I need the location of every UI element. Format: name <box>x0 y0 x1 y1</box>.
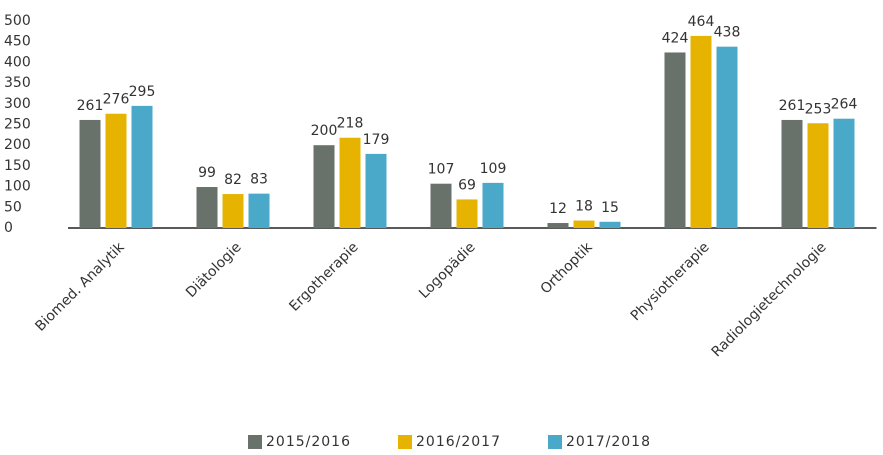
data-label: 18 <box>575 199 593 215</box>
bar <box>833 118 855 228</box>
data-label: 107 <box>428 162 455 178</box>
x-tick-label: Diätologie <box>183 239 245 301</box>
y-tick-label: 350 <box>4 75 31 91</box>
data-label: 179 <box>363 132 390 148</box>
bar <box>365 153 387 228</box>
data-label: 82 <box>224 172 242 188</box>
data-label: 295 <box>129 84 156 100</box>
bar <box>222 194 244 228</box>
bar <box>807 123 829 228</box>
data-label: 69 <box>458 177 476 193</box>
y-tick-label: 250 <box>4 117 31 133</box>
x-tick-label: Biomed. Analytik <box>32 239 128 335</box>
x-tick-label: Radiologietechnologie <box>709 239 830 360</box>
data-label: 109 <box>480 161 507 177</box>
y-tick-label: 500 <box>4 13 31 29</box>
legend-label: 2017/2018 <box>566 434 651 450</box>
data-label: 12 <box>549 201 567 217</box>
bar <box>482 182 504 228</box>
data-label: 15 <box>601 200 619 216</box>
legend-swatch <box>548 435 562 449</box>
bar <box>547 223 569 228</box>
bar <box>248 193 270 228</box>
data-label: 200 <box>311 123 338 139</box>
x-tick-label: Orthoptik <box>538 239 597 298</box>
y-tick-label: 300 <box>4 96 31 112</box>
bar <box>79 119 101 228</box>
data-label: 424 <box>662 30 689 46</box>
bar <box>430 183 452 228</box>
data-label: 261 <box>779 98 806 114</box>
bar <box>456 199 478 228</box>
y-tick-label: 400 <box>4 54 31 70</box>
data-label: 83 <box>250 172 268 188</box>
data-label: 264 <box>831 97 858 113</box>
bar <box>716 46 738 228</box>
bar <box>196 187 218 228</box>
bar <box>781 119 803 228</box>
y-tick-label: 50 <box>4 199 22 215</box>
data-label: 218 <box>337 116 364 132</box>
y-tick-label: 200 <box>4 137 31 153</box>
data-label: 276 <box>103 92 130 108</box>
y-tick-label: 0 <box>4 220 13 236</box>
data-label: 261 <box>77 98 104 114</box>
bar <box>573 220 595 228</box>
legend-label: 2016/2017 <box>416 434 501 450</box>
bar <box>690 35 712 229</box>
bar <box>599 221 621 228</box>
bar <box>664 52 686 228</box>
legend-swatch <box>398 435 412 449</box>
bar <box>313 145 335 228</box>
bar <box>339 137 361 228</box>
bar <box>131 105 153 228</box>
data-label: 99 <box>198 165 216 181</box>
y-tick-label: 450 <box>4 34 31 50</box>
legend-swatch <box>248 435 262 449</box>
data-label: 253 <box>805 101 832 117</box>
data-label: 438 <box>714 25 741 41</box>
y-tick-label: 150 <box>4 158 31 174</box>
x-tick-label: Physiotherapie <box>628 239 713 324</box>
data-label: 464 <box>688 14 715 30</box>
x-tick-label: Logopädie <box>416 239 479 302</box>
y-tick-label: 100 <box>4 179 31 195</box>
x-tick-label: Ergotherapie <box>286 239 361 314</box>
bar <box>105 113 127 228</box>
legend-label: 2015/2016 <box>266 434 351 450</box>
